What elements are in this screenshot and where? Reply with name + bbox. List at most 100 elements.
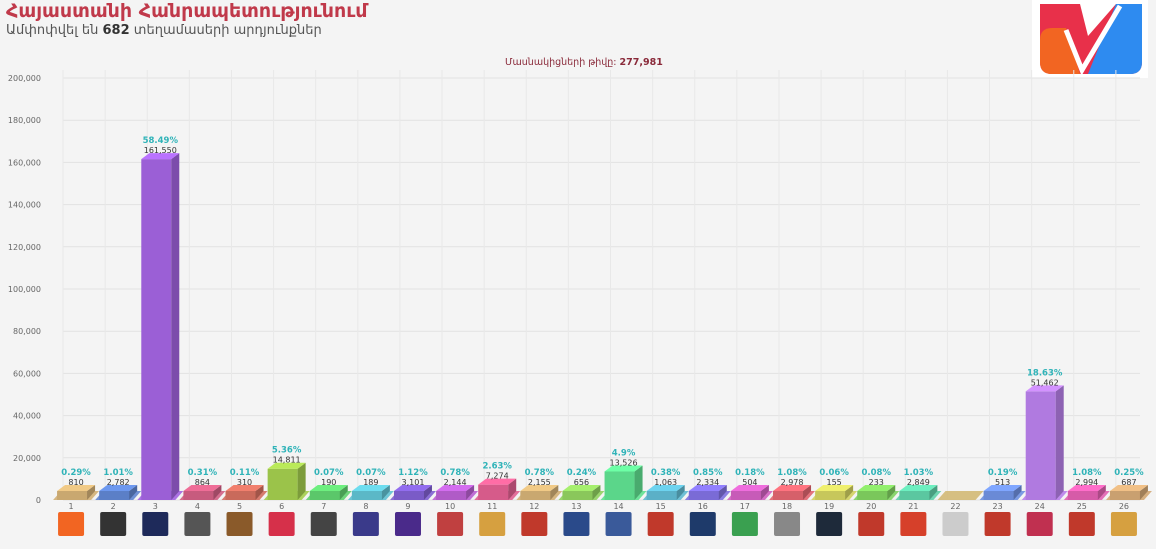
y-tick-label: 160,000	[8, 158, 41, 167]
bar-side	[213, 485, 222, 500]
x-tick-label: 23	[993, 502, 1003, 511]
value-label: 656	[574, 478, 589, 487]
party-logo-icon	[394, 512, 421, 536]
bar	[1067, 491, 1098, 500]
bar-side	[129, 485, 138, 500]
precinct-count: 682	[102, 23, 130, 38]
bar-top	[1025, 385, 1064, 392]
value-label: 2,144	[444, 478, 467, 487]
bar	[393, 491, 424, 500]
x-tick-label: 13	[571, 502, 581, 511]
participants-value: 277,981	[619, 57, 663, 68]
bar-top	[1067, 485, 1106, 491]
bar-top	[604, 465, 643, 472]
value-label: 3,101	[402, 478, 425, 487]
bar-side	[676, 485, 685, 500]
percent-label: 1.03%	[904, 468, 934, 478]
percent-label: 1.01%	[103, 468, 133, 478]
party-logo-icon	[521, 512, 548, 536]
value-label: 810	[68, 478, 83, 487]
party-logo-icon	[352, 512, 379, 536]
bar-side	[760, 485, 769, 500]
bar	[436, 491, 467, 500]
percent-label: 18.63%	[1027, 368, 1063, 378]
value-label: 13,526	[610, 458, 638, 467]
x-tick-label: 10	[445, 502, 455, 511]
bar-top	[141, 153, 180, 160]
bar	[225, 491, 256, 500]
bar	[1109, 491, 1140, 500]
bar	[351, 491, 382, 500]
party-logo-icon	[858, 512, 885, 536]
percent-label: 0.25%	[1114, 468, 1144, 478]
bar-top	[730, 485, 769, 491]
bar-top	[225, 485, 264, 491]
bar-top	[183, 485, 222, 491]
percent-label: 0.19%	[988, 468, 1018, 478]
x-tick-label: 25	[1077, 502, 1087, 511]
x-tick-label: 15	[656, 502, 666, 511]
x-tick-label: 3	[153, 502, 158, 511]
page-subtitle: Ամփոփվել են 682 տեղամասերի արդյունքներ	[6, 23, 322, 38]
y-tick-label: 180,000	[8, 116, 41, 125]
bar-top	[815, 485, 854, 491]
percent-label: 1.08%	[777, 468, 807, 478]
subtitle-prefix: Ամփոփվել են	[6, 23, 99, 38]
broadcaster-logo	[1032, 0, 1148, 78]
party-logo-icon	[984, 512, 1011, 536]
percent-label: 0.31%	[188, 468, 218, 478]
bar-side	[423, 485, 432, 500]
value-label: 2,849	[907, 478, 930, 487]
bar-top	[1109, 485, 1148, 491]
bar-side	[297, 462, 306, 500]
x-tick-label: 2	[111, 502, 116, 511]
value-label: 513	[995, 478, 1010, 487]
party-logo-icon	[1026, 512, 1053, 536]
bar-side	[887, 485, 896, 500]
percent-label: 0.07%	[314, 468, 344, 478]
bar-top	[520, 485, 559, 491]
bar-top	[773, 485, 812, 491]
percent-label: 1.12%	[398, 468, 428, 478]
value-label: 189	[363, 478, 378, 487]
bar-side	[1139, 485, 1148, 500]
value-label: 7,274	[486, 472, 509, 481]
bar-top	[267, 462, 306, 469]
party-logo-icon	[689, 512, 716, 536]
bar-side	[929, 485, 938, 500]
party-logo-icon	[816, 512, 843, 536]
percent-label: 0.78%	[440, 468, 470, 478]
x-tick-label: 22	[950, 502, 960, 511]
bar-side	[592, 485, 601, 500]
party-logo-icon	[142, 512, 169, 536]
value-label: 233	[869, 478, 884, 487]
value-label: 51,462	[1031, 378, 1059, 387]
bar-side	[339, 485, 348, 500]
value-label: 2,155	[528, 478, 551, 487]
percent-label: 0.29%	[61, 468, 91, 478]
checkmark-logo-icon	[1040, 4, 1142, 76]
percent-label: 0.24%	[567, 468, 597, 478]
bar-side	[508, 478, 517, 500]
value-label: 310	[237, 478, 252, 487]
value-label: 1,063	[654, 478, 677, 487]
value-label: 155	[826, 478, 841, 487]
bar-top	[436, 485, 475, 491]
x-tick-label: 26	[1119, 502, 1129, 511]
bar-top	[983, 485, 1022, 491]
bar	[309, 491, 340, 500]
x-tick-label: 7	[321, 502, 326, 511]
bar-side	[845, 485, 854, 500]
bar	[688, 491, 719, 500]
bar	[730, 491, 761, 500]
y-tick-label: 140,000	[8, 201, 41, 210]
bar	[857, 491, 888, 500]
x-tick-label: 16	[698, 502, 708, 511]
percent-label: 58.49%	[143, 136, 179, 146]
bar-side	[255, 485, 264, 500]
party-logo-icon	[563, 512, 590, 536]
percent-label: 0.18%	[735, 468, 765, 478]
party-logo-icon	[310, 512, 337, 536]
bar-side	[1013, 485, 1022, 500]
party-logo-icon	[479, 512, 506, 536]
